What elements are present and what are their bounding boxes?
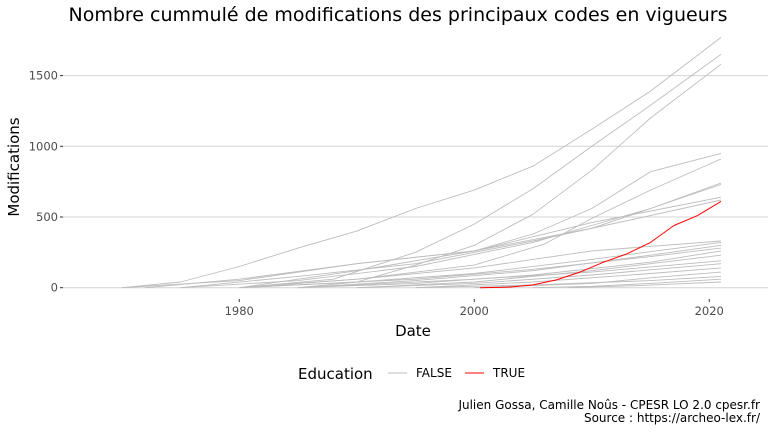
y-grid — [63, 75, 768, 289]
series-line-code-11 — [297, 244, 722, 289]
series-line-code-4 — [239, 158, 722, 289]
y-tick-label: 1500 — [29, 69, 58, 83]
y-tick-label: 1000 — [29, 139, 58, 153]
series-line-code-16 — [356, 263, 722, 289]
series-line-code-2 — [297, 63, 722, 289]
caption-source: Source : https://archeo-lex.fr/ — [584, 411, 761, 425]
series-line-code-0 — [121, 37, 722, 289]
series-line-code-12 — [239, 247, 722, 289]
y-axis: 0 500 1000 1500 — [29, 69, 63, 295]
series-line-code-17 — [415, 267, 722, 289]
x-tick-label: 2020 — [695, 304, 724, 318]
caption-authors: Julien Gossa, Camille Noûs - CPESR LO 2.… — [457, 398, 760, 412]
series-line-code-3 — [121, 152, 722, 289]
series-line-code-13 — [297, 250, 722, 289]
series-line-code-15 — [297, 260, 722, 289]
series-line-code-8 — [180, 199, 722, 289]
x-axis: 1980 2000 2020 — [225, 299, 724, 318]
y-tick-label: 500 — [36, 210, 58, 224]
legend-title: Education — [298, 365, 373, 383]
series-line-code-14 — [356, 254, 722, 289]
legend-label-true: TRUE — [492, 366, 525, 380]
series-line-code-18 — [474, 271, 722, 289]
x-tick-label: 2000 — [460, 304, 489, 318]
series-line-code-19 — [415, 275, 722, 289]
y-axis-title: Modifications — [5, 117, 23, 216]
legend: Education FALSE TRUE — [298, 365, 525, 383]
series-line-code-6 — [180, 184, 722, 289]
x-axis-title: Date — [395, 322, 431, 340]
chart-title: Nombre cummulé de modifications des prin… — [69, 4, 728, 26]
legend-label-false: FALSE — [416, 366, 452, 380]
y-tick-label: 0 — [51, 281, 58, 295]
series-lines — [121, 37, 722, 289]
series-line-code-20 — [532, 278, 722, 289]
x-tick-label: 1980 — [225, 304, 254, 318]
series-line-education — [480, 200, 722, 289]
series-line-code-7 — [239, 196, 722, 289]
series-line-code-1 — [239, 54, 722, 289]
series-line-code-9 — [239, 240, 722, 289]
series-line-code-21 — [568, 281, 722, 289]
